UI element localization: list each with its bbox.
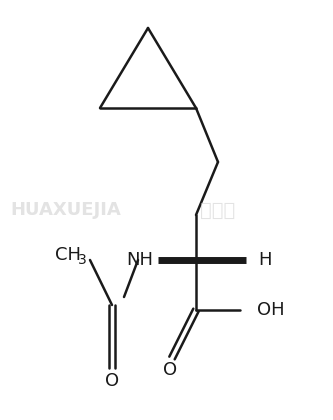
Text: O: O bbox=[105, 372, 119, 390]
Text: 化学加: 化学加 bbox=[200, 200, 235, 220]
Text: CH: CH bbox=[55, 246, 81, 264]
Text: NH: NH bbox=[127, 251, 154, 269]
Text: OH: OH bbox=[257, 301, 285, 319]
Text: 3: 3 bbox=[78, 253, 86, 267]
Text: H: H bbox=[258, 251, 272, 269]
Text: O: O bbox=[163, 361, 177, 379]
Text: HUAXUEJIA: HUAXUEJIA bbox=[10, 201, 121, 219]
